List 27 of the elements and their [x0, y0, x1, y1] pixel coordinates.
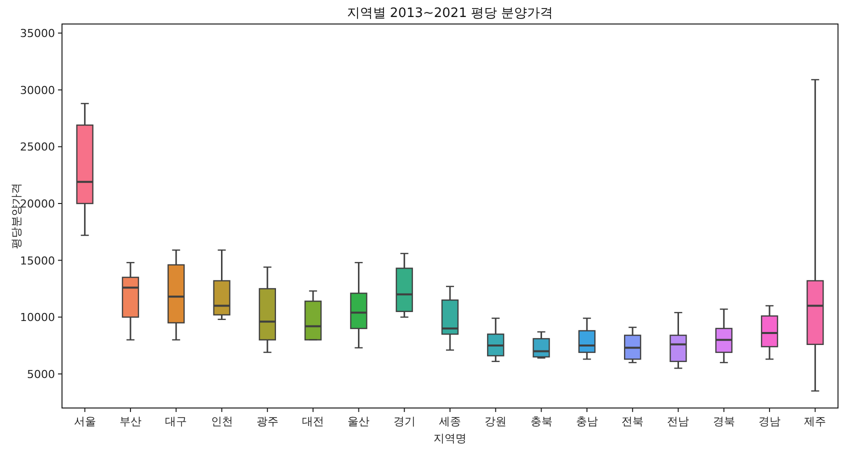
x-tick-label: 부산	[119, 415, 142, 428]
x-tick-label: 충남	[576, 415, 598, 428]
x-tick-label: 경기	[393, 415, 416, 428]
x-tick-label: 경북	[712, 415, 735, 428]
y-tick-label: 5000	[27, 368, 55, 381]
x-axis-title: 지역명	[434, 432, 466, 445]
y-axis-title: 평당분양가격	[10, 183, 23, 249]
y-tick-label: 15000	[20, 254, 55, 268]
y-tick-label: 25000	[20, 140, 55, 154]
x-tick-label: 충북	[530, 415, 552, 428]
x-tick-label: 인천	[210, 415, 233, 428]
x-tick-label: 대전	[302, 415, 324, 428]
x-tick-label: 대구	[165, 415, 188, 428]
x-tick-label: 제주	[804, 415, 826, 428]
x-tick-label: 울산	[348, 415, 370, 428]
x-tick-label: 전남	[667, 415, 690, 428]
y-tick-label: 35000	[20, 27, 55, 40]
x-tick-label: 서울	[74, 415, 96, 428]
x-tick-label: 경남	[758, 415, 781, 428]
y-tick-label: 10000	[20, 311, 55, 324]
y-tick-label: 20000	[20, 198, 55, 211]
x-tick-label: 광주	[256, 415, 278, 428]
x-tick-label: 강원	[484, 415, 507, 428]
x-tick-label: 세종	[439, 415, 461, 428]
x-tick-label: 전북	[622, 415, 644, 428]
chart-title: 지역별 2013~2021 평당 분양가격	[346, 6, 554, 21]
y-tick-label: 30000	[20, 84, 55, 97]
